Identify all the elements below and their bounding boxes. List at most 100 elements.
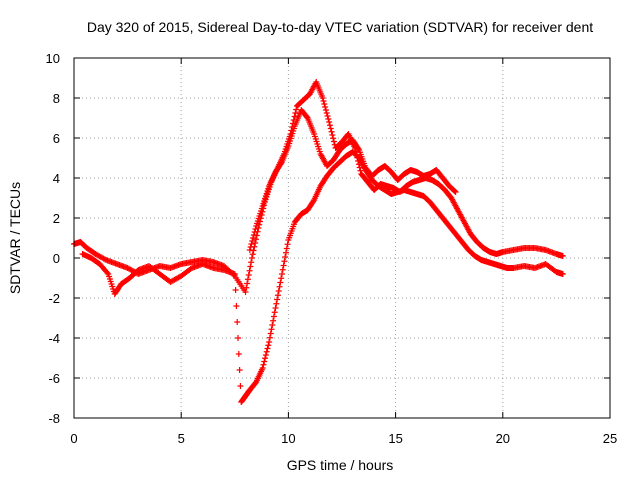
data-point	[282, 254, 289, 260]
data-point	[327, 125, 334, 132]
data-point	[452, 189, 459, 195]
data-point	[330, 135, 337, 142]
data-point	[278, 271, 285, 277]
data-point	[262, 355, 269, 362]
grid	[74, 58, 610, 418]
x-tick-label: 5	[178, 431, 185, 446]
data-point	[270, 317, 277, 324]
data-point	[266, 339, 273, 345]
data-point	[246, 247, 253, 253]
data-point	[259, 365, 266, 371]
data-point	[262, 352, 269, 358]
data-point	[270, 313, 277, 320]
data-point	[559, 253, 566, 259]
data-point	[326, 122, 333, 129]
x-tick-label: 0	[70, 431, 77, 446]
data-point	[251, 229, 258, 235]
x-tick-label: 15	[388, 431, 402, 446]
data-point	[321, 101, 328, 107]
x-tick-label: 10	[281, 431, 295, 446]
data-point	[104, 269, 111, 276]
data-point	[330, 138, 337, 145]
y-tick-label: -2	[48, 291, 60, 306]
data-point	[250, 235, 257, 241]
data-point	[326, 119, 333, 125]
axis-ticks: 0 5 10 15 20 25 -8 -6 -4 -2 0 2 4 6 8 10	[46, 51, 618, 446]
data-point	[293, 106, 300, 113]
data-point	[279, 266, 286, 273]
data-point	[242, 289, 249, 295]
data-point	[282, 249, 289, 256]
y-tick-label: 2	[53, 211, 60, 226]
data-point	[357, 167, 364, 174]
data-point	[329, 132, 336, 138]
y-tick-label: 8	[53, 91, 60, 106]
data-point	[276, 283, 283, 290]
data-point	[559, 271, 566, 277]
plot-border	[73, 57, 611, 419]
data-point	[247, 244, 254, 250]
data-point	[261, 358, 268, 365]
data-point	[278, 275, 285, 282]
data-point	[246, 267, 253, 274]
data-point	[323, 110, 330, 116]
data-point	[451, 188, 458, 195]
x-axis-label: GPS time / hours	[287, 457, 394, 473]
data-point	[235, 335, 242, 341]
data-point	[248, 259, 255, 266]
data-point	[265, 342, 272, 349]
data-point	[263, 348, 270, 355]
data-point	[272, 305, 279, 311]
x-tick-label: 25	[603, 431, 617, 446]
series-track-b	[79, 149, 566, 405]
data-point	[274, 292, 281, 299]
data-point	[252, 236, 259, 243]
data-point	[101, 256, 108, 263]
data-point	[325, 116, 332, 122]
data-point	[324, 113, 331, 119]
data-point	[237, 383, 244, 389]
data-point	[283, 245, 290, 252]
data-point	[249, 238, 256, 244]
y-axis-label: SDTVAR / TECUs	[7, 182, 23, 294]
data-point	[277, 279, 284, 286]
data-point	[281, 258, 288, 265]
data-point	[234, 319, 241, 325]
data-point	[247, 263, 254, 270]
y-tick-label: -4	[48, 331, 60, 346]
chart-title: Day 320 of 2015, Sidereal Day-to-day VTE…	[87, 19, 593, 35]
data-point	[244, 280, 251, 287]
data-point	[266, 334, 273, 341]
data-point	[264, 345, 271, 352]
data-point	[322, 104, 329, 110]
data-point	[274, 296, 281, 303]
y-tick-label: -8	[48, 411, 60, 426]
y-tick-label: 10	[46, 51, 60, 66]
data-point	[245, 272, 252, 278]
data-point	[260, 361, 267, 368]
data-point	[320, 98, 327, 104]
data-point	[319, 95, 326, 101]
data-point	[252, 226, 259, 232]
data-point	[355, 145, 362, 152]
y-tick-label: -6	[48, 371, 60, 386]
data-point	[231, 271, 238, 277]
data-point	[248, 241, 255, 247]
data-point	[235, 351, 242, 357]
data-point	[278, 160, 285, 167]
x-tick-label: 20	[496, 431, 510, 446]
y-tick-label: 6	[53, 131, 60, 146]
data-point	[249, 251, 256, 258]
data-point	[275, 288, 282, 294]
data-point	[236, 367, 243, 373]
y-tick-label: 4	[53, 171, 60, 186]
data-point	[284, 241, 291, 248]
data-point	[267, 330, 274, 337]
data-point	[280, 262, 287, 269]
data-point	[233, 303, 240, 309]
series-track-c	[246, 107, 459, 253]
data-point	[271, 309, 278, 316]
data-point	[243, 284, 250, 291]
